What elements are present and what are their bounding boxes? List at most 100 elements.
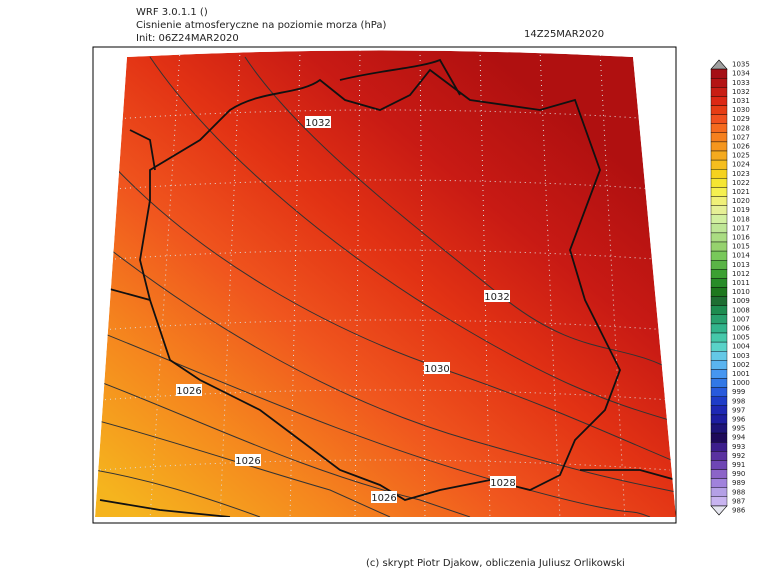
colorbar-label: 1017	[732, 224, 750, 232]
colorbar-label: 1021	[732, 188, 750, 196]
colorbar-swatch	[710, 68, 728, 79]
colorbar-swatch	[710, 432, 728, 443]
colorbar-label: 1023	[732, 170, 750, 178]
colorbar-label: 995	[732, 425, 745, 433]
colorbar-swatch	[710, 123, 728, 133]
colorbar-swatch	[710, 487, 728, 498]
graticule	[99, 50, 671, 517]
colorbar-swatch	[710, 351, 728, 361]
colorbar-swatch	[710, 269, 728, 279]
colorbar-label: 1015	[732, 243, 750, 251]
colorbar-swatch	[710, 196, 728, 206]
map-area	[95, 50, 676, 517]
colorbar-label: 999	[732, 388, 745, 396]
colorbar-label: 1027	[732, 133, 750, 141]
colorbar-label: 1028	[732, 124, 750, 132]
colorbar-swatch	[710, 178, 728, 188]
map-title: Cisnienie atmosferyczne na poziomie morz…	[136, 20, 387, 31]
colorbar-label: 1019	[732, 206, 750, 214]
contour-label: 1032	[484, 292, 509, 303]
contour-label: 1028	[490, 478, 515, 489]
colorbar-label: 1013	[732, 261, 750, 269]
colorbar-swatch	[710, 469, 728, 479]
colorbar-label: 1033	[732, 79, 750, 87]
colorbar-swatch	[710, 305, 728, 316]
colorbar-label: 1011	[732, 279, 750, 287]
colorbar-swatch	[710, 387, 728, 397]
contour-label-box	[305, 116, 331, 128]
colorbar-label: 1032	[732, 88, 750, 96]
colorbar-arrow	[710, 59, 728, 70]
colorbar-swatch	[710, 405, 728, 416]
colorbar-label: 1030	[732, 106, 750, 114]
colorbar-swatch	[710, 369, 728, 379]
colorbar-swatch	[710, 278, 728, 288]
colorbar-label: 994	[732, 434, 746, 442]
colorbar-swatch	[710, 96, 728, 106]
colorbar-swatch	[710, 77, 728, 88]
colorbar-swatch	[710, 341, 728, 352]
colorbar-swatch	[710, 451, 728, 461]
colorbar-label: 1002	[732, 361, 750, 369]
colorbar-label: 1014	[732, 252, 750, 260]
colorbar-label: 993	[732, 443, 745, 451]
colorbar-swatch	[710, 260, 728, 270]
contour-label-box	[176, 384, 202, 396]
colorbar-label: 1000	[732, 379, 750, 387]
colorbar-label: 1016	[732, 233, 750, 241]
colorbar-label: 1005	[732, 334, 750, 342]
colorbar-swatch	[710, 87, 728, 97]
colorbar-swatch	[710, 159, 728, 170]
colorbar-label: 989	[732, 479, 745, 487]
colorbar-swatch	[710, 323, 728, 334]
colorbar-label: 987	[732, 497, 745, 505]
colorbar-swatch	[710, 205, 728, 215]
colorbar-label: 1012	[732, 270, 750, 278]
colorbar-label: 1018	[732, 215, 750, 223]
footer-credit: (c) skrypt Piotr Djakow, obliczenia Juli…	[366, 558, 625, 569]
colorbar-swatch	[710, 287, 728, 297]
model-label: WRF 3.0.1.1 ()	[136, 7, 208, 18]
colorbar-label: 1004	[732, 343, 750, 351]
colorbar: 1035103410331032103110301029102810271026…	[710, 59, 750, 516]
colorbar-label: 1022	[732, 179, 750, 187]
colorbar-swatch	[710, 114, 728, 124]
colorbar-swatch	[710, 187, 728, 197]
colorbar-label: 1008	[732, 306, 750, 314]
colorbar-swatch	[710, 360, 728, 370]
colorbar-swatch	[710, 132, 728, 143]
colorbar-swatch	[710, 496, 728, 507]
colorbar-arrow	[710, 505, 728, 516]
colorbar-swatch	[710, 460, 728, 470]
colorbar-label: 1025	[732, 152, 750, 160]
colorbar-label: 1009	[732, 297, 750, 305]
colorbar-swatch	[710, 105, 728, 115]
colorbar-label: 1020	[732, 197, 750, 205]
colorbar-label: 990	[732, 470, 745, 478]
colorbar-label: 986	[732, 506, 746, 514]
contour-label-box	[490, 476, 516, 488]
pressure-field	[95, 50, 676, 517]
contour-label-box	[235, 454, 261, 466]
contour-label-box	[424, 362, 450, 374]
colorbar-swatch	[710, 378, 728, 388]
init-label: Init: 06Z24MAR2020	[136, 33, 239, 44]
colorbar-label: 1035	[732, 61, 750, 69]
colorbar-label: 996	[732, 415, 746, 423]
colorbar-swatch	[710, 232, 728, 243]
colorbar-label: 1029	[732, 115, 750, 123]
colorbar-label: 1006	[732, 324, 750, 332]
colorbar-label: 992	[732, 452, 745, 460]
colorbar-swatch	[710, 332, 728, 343]
colorbar-swatch	[710, 296, 728, 306]
colorbar-swatch	[710, 314, 728, 325]
contour-label: 1026	[371, 493, 396, 504]
valid-label: 14Z25MAR2020	[524, 29, 604, 40]
colorbar-swatch	[710, 414, 728, 425]
colorbar-swatch	[710, 241, 728, 252]
colorbar-label: 997	[732, 406, 745, 414]
colorbar-swatch	[710, 141, 728, 152]
colorbar-swatch	[710, 250, 728, 261]
colorbar-label: 991	[732, 461, 745, 469]
colorbar-swatch	[710, 223, 728, 234]
